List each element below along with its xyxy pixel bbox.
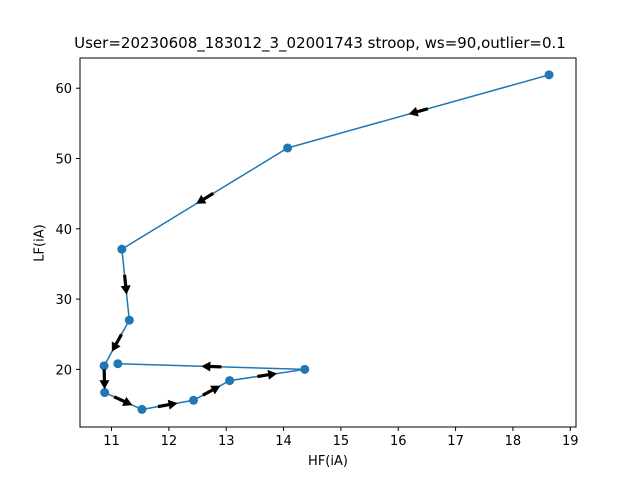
x-tick-label: 11 xyxy=(103,434,120,449)
direction-arrow xyxy=(157,399,178,410)
data-point xyxy=(225,376,235,386)
data-point xyxy=(124,315,134,325)
direction-arrow xyxy=(408,106,429,117)
x-tick-label: 19 xyxy=(562,434,579,449)
direction-arrow xyxy=(111,333,123,352)
direction-arrow xyxy=(196,192,215,204)
direction-arrow xyxy=(257,369,278,380)
data-point xyxy=(300,364,310,374)
direction-arrow xyxy=(113,395,133,406)
x-axis-label: HF(iA) xyxy=(308,454,348,469)
data-point xyxy=(189,395,199,405)
direction-arrow xyxy=(120,274,131,295)
series-line xyxy=(103,74,550,411)
y-tick-label: 60 xyxy=(55,82,72,97)
data-point xyxy=(544,70,554,80)
direction-arrow xyxy=(99,369,110,390)
data-point xyxy=(100,388,110,398)
x-tick-label: 13 xyxy=(218,434,235,449)
y-tick-label: 20 xyxy=(55,363,72,378)
data-point xyxy=(137,404,147,414)
y-tick-label: 40 xyxy=(55,223,72,238)
data-point xyxy=(117,244,127,254)
data-point xyxy=(113,359,123,369)
data-point xyxy=(99,361,109,371)
direction-arrow xyxy=(201,361,222,372)
y-tick-label: 30 xyxy=(55,293,72,308)
data-point xyxy=(283,143,293,153)
plot-frame xyxy=(79,57,577,428)
x-tick-label: 17 xyxy=(447,434,464,449)
x-tick-label: 18 xyxy=(505,434,522,449)
direction-arrow xyxy=(202,385,221,397)
x-tick-label: 14 xyxy=(275,434,292,449)
y-tick-label: 50 xyxy=(55,153,72,168)
x-tick-label: 12 xyxy=(161,434,178,449)
chart-title: User=20230608_183012_3_02001743 stroop, … xyxy=(74,34,566,52)
x-tick-label: 16 xyxy=(390,434,407,449)
x-tick-label: 15 xyxy=(333,434,350,449)
